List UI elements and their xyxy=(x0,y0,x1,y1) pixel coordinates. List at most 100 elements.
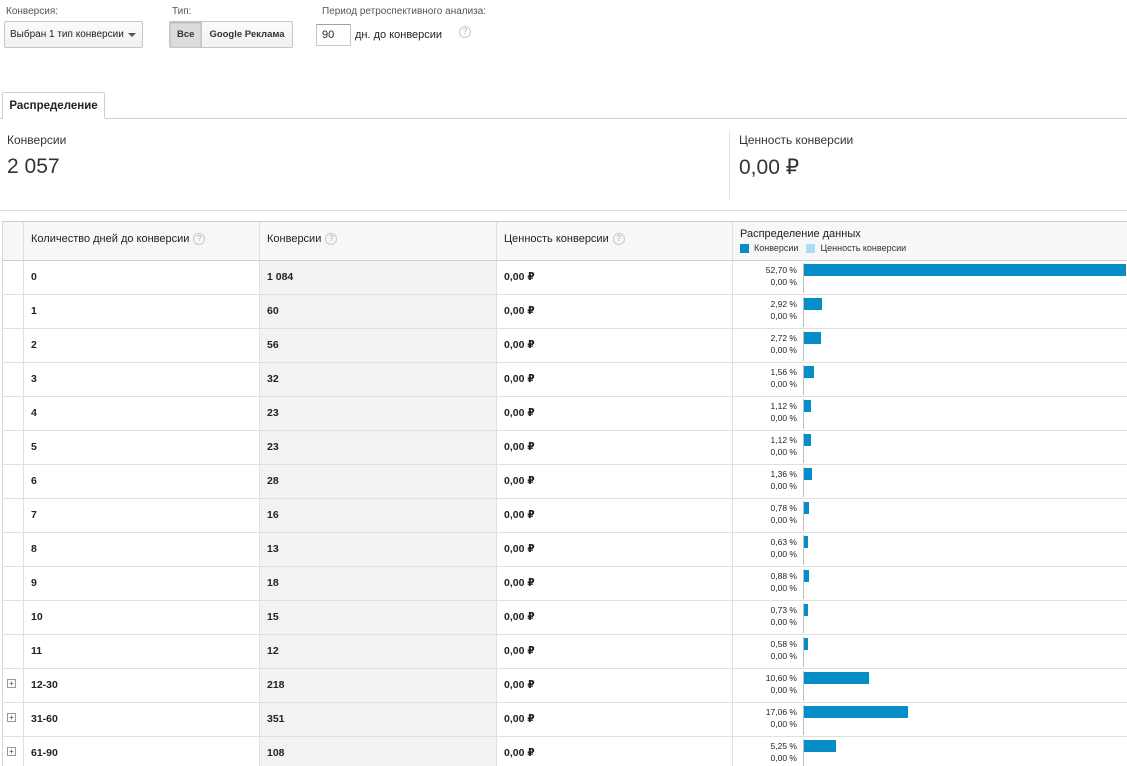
cell-conversions: 32 xyxy=(259,363,496,396)
cell-days: 4 xyxy=(23,397,259,430)
cell-conversions: 16 xyxy=(259,499,496,532)
help-icon[interactable]: ? xyxy=(612,233,625,246)
cell-days: 2 xyxy=(23,329,259,362)
cell-distribution: 10,60 % 0,00 % xyxy=(732,669,1127,702)
cell-days: 3 xyxy=(23,363,259,396)
lookback-label: Период ретроспективного анализа: xyxy=(322,6,487,17)
legend-label-value: Ценность конверсии xyxy=(820,243,907,253)
conversion-share-bar xyxy=(804,570,809,582)
pct-value: 0,00 % xyxy=(770,617,797,627)
table-row: 11 12 0,00 ₽ 0,58 % 0,00 % xyxy=(2,635,1127,669)
cell-conversions: 218 xyxy=(259,669,496,702)
cell-conversions: 108 xyxy=(259,737,496,766)
header-days-label: Количество дней до конверсии xyxy=(31,233,190,245)
row-expander-cell xyxy=(2,499,23,532)
conversion-share-bar xyxy=(804,332,821,344)
type-all-button[interactable]: Все xyxy=(170,22,203,47)
pct-value: 0,00 % xyxy=(770,447,797,457)
row-expander-cell xyxy=(2,261,23,294)
row-expander-cell: + xyxy=(2,703,23,736)
cell-days: 8 xyxy=(23,533,259,566)
row-expander-cell: + xyxy=(2,737,23,766)
legend-swatch-conversions xyxy=(740,243,749,253)
pct-conversions: 10,60 % xyxy=(765,673,797,683)
header-conversions[interactable]: Конверсии? xyxy=(259,222,496,260)
help-icon[interactable]: ? xyxy=(325,233,338,246)
cell-value: 0,00 ₽ xyxy=(496,363,732,396)
pct-conversions: 0,78 % xyxy=(770,503,797,513)
expand-plus-icon[interactable]: + xyxy=(7,679,16,688)
row-expander-cell xyxy=(2,635,23,668)
bar-axis xyxy=(803,501,804,531)
conversion-dropdown[interactable]: Выбран 1 тип конверсии xyxy=(4,21,143,48)
bar-axis xyxy=(803,739,804,766)
conversion-share-bar xyxy=(804,740,836,752)
table-row: 1 60 0,00 ₽ 2,92 % 0,00 % xyxy=(2,295,1127,329)
cell-conversions: 18 xyxy=(259,567,496,600)
pct-value: 0,00 % xyxy=(770,719,797,729)
table-row: 2 56 0,00 ₽ 2,72 % 0,00 % xyxy=(2,329,1127,363)
bar-axis xyxy=(803,297,804,327)
table-row: +12-30 218 0,00 ₽ 10,60 % 0,00 % xyxy=(2,669,1127,703)
bar-axis xyxy=(803,331,804,361)
row-expander-cell xyxy=(2,431,23,464)
row-expander-cell xyxy=(2,329,23,362)
row-expander-cell xyxy=(2,533,23,566)
cell-value: 0,00 ₽ xyxy=(496,635,732,668)
data-table: Количество дней до конверсии? Конверсии?… xyxy=(2,221,1127,766)
bar-axis xyxy=(803,467,804,497)
conversion-share-bar xyxy=(804,468,812,480)
conversion-share-bar xyxy=(804,502,809,514)
cell-distribution: 5,25 % 0,00 % xyxy=(732,737,1127,766)
pct-value: 0,00 % xyxy=(770,549,797,559)
expand-plus-icon[interactable]: + xyxy=(7,713,16,722)
summary-value-value: 0,00 ₽ xyxy=(739,156,800,179)
bar-axis xyxy=(803,569,804,599)
cell-conversions: 28 xyxy=(259,465,496,498)
tab-distribution[interactable]: Распределение xyxy=(2,92,105,119)
table-row: 6 28 0,00 ₽ 1,36 % 0,00 % xyxy=(2,465,1127,499)
lookback-days-input[interactable] xyxy=(316,24,351,46)
pct-value: 0,00 % xyxy=(770,753,797,763)
cell-value: 0,00 ₽ xyxy=(496,397,732,430)
pct-conversions: 1,36 % xyxy=(770,469,797,479)
cell-conversions: 60 xyxy=(259,295,496,328)
help-icon[interactable]: ? xyxy=(459,26,471,38)
pct-conversions: 17,06 % xyxy=(765,707,797,717)
pct-value: 0,00 % xyxy=(770,345,797,355)
pct-value: 0,00 % xyxy=(770,311,797,321)
cell-distribution: 17,06 % 0,00 % xyxy=(732,703,1127,736)
pct-value: 0,00 % xyxy=(770,413,797,423)
pct-conversions: 1,56 % xyxy=(770,367,797,377)
pct-conversions: 0,58 % xyxy=(770,639,797,649)
summary-conversions-label: Конверсии xyxy=(7,133,67,147)
pct-conversions: 2,92 % xyxy=(770,299,797,309)
table-row: 3 32 0,00 ₽ 1,56 % 0,00 % xyxy=(2,363,1127,397)
cell-distribution: 0,88 % 0,00 % xyxy=(732,567,1127,600)
cell-days: 10 xyxy=(23,601,259,634)
row-expander-cell xyxy=(2,363,23,396)
tab-divider xyxy=(0,118,1127,119)
cell-value: 0,00 ₽ xyxy=(496,261,732,294)
pct-conversions: 0,88 % xyxy=(770,571,797,581)
type-label: Тип: xyxy=(172,6,192,17)
expand-plus-icon[interactable]: + xyxy=(7,747,16,756)
type-google-ads-button[interactable]: Google Реклама xyxy=(202,22,292,47)
help-icon[interactable]: ? xyxy=(193,233,206,246)
pct-value: 0,00 % xyxy=(770,685,797,695)
header-days[interactable]: Количество дней до конверсии? xyxy=(23,222,259,260)
cell-conversions: 15 xyxy=(259,601,496,634)
cell-distribution: 0,73 % 0,00 % xyxy=(732,601,1127,634)
conversion-share-bar xyxy=(804,638,808,650)
header-expander-cell xyxy=(2,222,23,260)
row-expander-cell xyxy=(2,295,23,328)
bar-axis xyxy=(803,433,804,463)
cell-days: 5 xyxy=(23,431,259,464)
header-value-label: Ценность конверсии xyxy=(504,233,609,245)
header-value[interactable]: Ценность конверсии? xyxy=(496,222,732,260)
row-expander-cell xyxy=(2,397,23,430)
cell-distribution: 1,36 % 0,00 % xyxy=(732,465,1127,498)
conversion-share-bar xyxy=(804,672,869,684)
cell-days: 1 xyxy=(23,295,259,328)
